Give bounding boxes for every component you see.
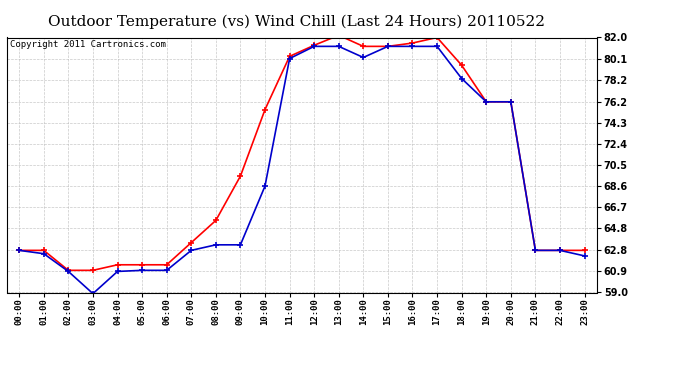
- Text: Outdoor Temperature (vs) Wind Chill (Last 24 Hours) 20110522: Outdoor Temperature (vs) Wind Chill (Las…: [48, 15, 545, 29]
- Text: Copyright 2011 Cartronics.com: Copyright 2011 Cartronics.com: [10, 40, 166, 49]
